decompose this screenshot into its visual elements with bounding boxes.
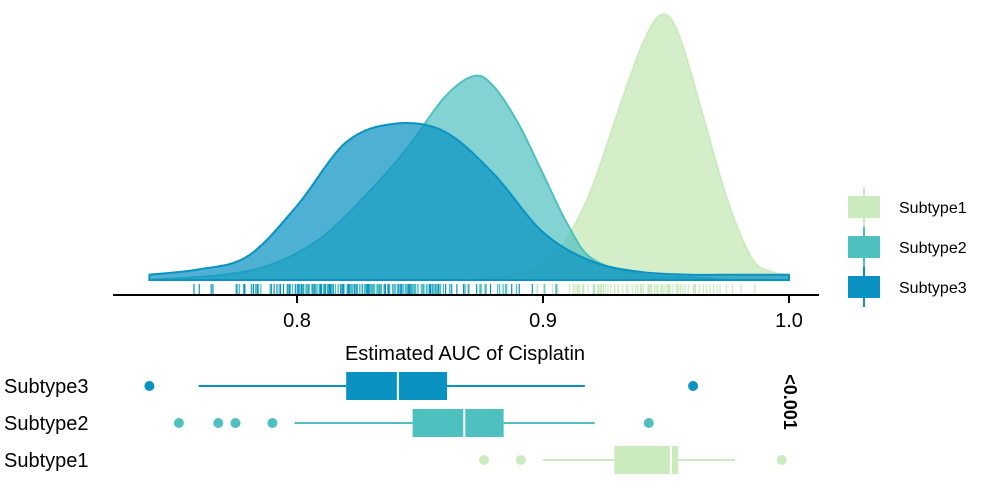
outlier-point: [267, 418, 278, 428]
boxplot-layer: [144, 372, 787, 474]
legend-key-subtype3: [848, 276, 880, 298]
x-tick-label: 1.0: [775, 310, 803, 332]
x-axis: 0.8 0.9 1.0: [113, 294, 819, 332]
row-label-subtype1: Subtype1: [4, 450, 89, 472]
outlier-point: [230, 418, 241, 428]
outlier-point: [173, 418, 184, 428]
outlier-point: [515, 455, 526, 465]
box-subtype2: [412, 409, 504, 437]
density-subtype3: [148, 121, 790, 281]
density-layer: [148, 13, 790, 282]
p-value-label: <0.001: [780, 374, 800, 430]
outlier-point: [688, 381, 699, 391]
legend-label-subtype2: Subtype2: [899, 240, 967, 257]
x-tick-label: 0.8: [283, 310, 311, 332]
legend-label-subtype1: Subtype1: [899, 200, 967, 217]
legend-label-subtype3: Subtype3: [899, 280, 967, 297]
row-label-subtype3: Subtype3: [4, 376, 89, 398]
outlier-point: [776, 455, 787, 465]
outlier-point: [478, 455, 489, 465]
row-label-subtype2: Subtype2: [4, 413, 89, 435]
legend: Subtype1 Subtype2 Subtype3: [848, 187, 967, 307]
legend-key-subtype1: [848, 196, 880, 218]
legend-key-subtype2: [848, 236, 880, 258]
outlier-point: [144, 381, 155, 391]
outlier-point: [643, 418, 654, 428]
outlier-point: [213, 418, 224, 428]
row-labels: Subtype1 Subtype2 Subtype3: [4, 376, 89, 472]
box-subtype3: [346, 372, 448, 400]
box-subtype1: [614, 446, 679, 474]
x-axis-title: Estimated AUC of Cisplatin: [345, 343, 585, 365]
x-tick-label: 0.9: [529, 310, 557, 332]
rug-layer: [193, 284, 756, 294]
